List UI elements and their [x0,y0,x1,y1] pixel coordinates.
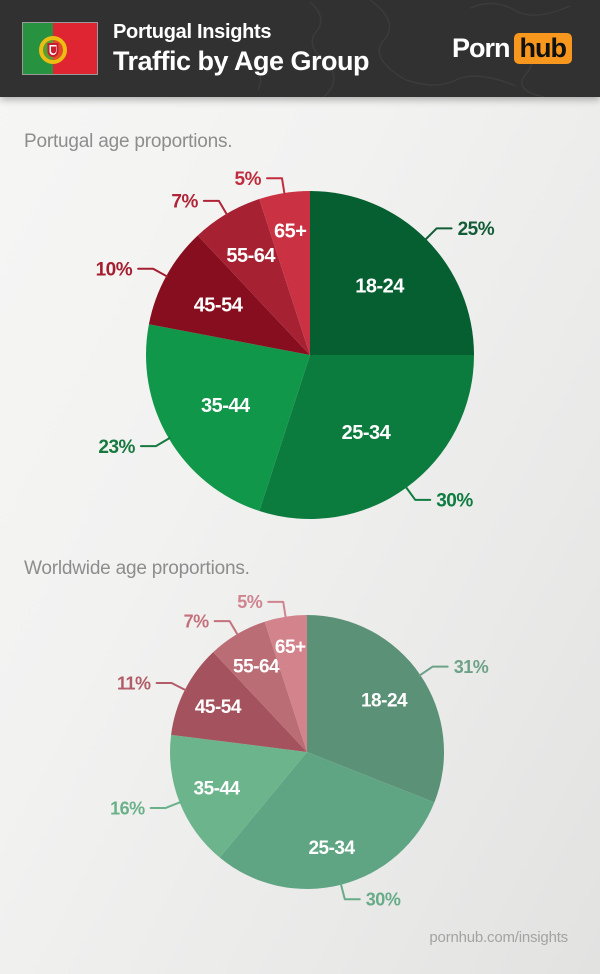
pie-leader-line-18-24 [418,665,449,677]
portugal-flag-icon [22,22,98,75]
pie-leader-line-65+ [265,177,286,196]
pie-value-label-18-24: 31% [454,657,489,677]
pie-value-label-45-54: 10% [96,259,133,280]
pie-leader-line-55-64 [202,199,229,216]
pie-value-label-35-44: 23% [98,437,135,458]
pie-slice-65+ [259,191,310,355]
header-title: Traffic by Age Group [113,46,370,76]
pie-inner-label-25-34: 25-34 [342,422,392,444]
pie-slice-65+ [264,615,307,752]
pie-leader-line-35-44 [139,436,171,448]
pie-inner-label-18-24: 18-24 [361,690,408,711]
pie-slice-25-34 [219,752,435,889]
pie-inner-label-35-44: 35-44 [201,395,251,417]
pie-value-label-55-64: 7% [184,611,210,631]
pie-inner-label-45-54: 45-54 [194,294,244,316]
pie-inner-label-55-64: 55-64 [233,657,280,678]
section-title-worldwide: Worldwide age proportions. [24,558,250,579]
header-titles: Portugal Insights Traffic by Age Group [113,19,370,77]
pie-value-label-65+: 5% [235,169,262,190]
header: Portugal Insights Traffic by Age Group P… [0,0,600,97]
pie-slice-45-54 [171,652,307,752]
pie-leader-line-35-44 [149,801,182,809]
flag-armillary-sphere [39,35,68,64]
pie-leader-line-45-54 [155,681,187,692]
pie-slice-55-64 [197,199,310,355]
pie-value-label-25-34: 30% [436,490,473,511]
pie-value-label-55-64: 7% [171,192,198,213]
logo-porn-text: Porn [452,33,511,63]
pie-slice-18-24 [307,615,444,803]
pie-leader-line-25-34 [339,882,361,901]
pie-leader-line-18-24 [424,227,453,241]
pie-slice-45-54 [148,235,310,355]
pie-inner-label-55-64: 55-64 [226,245,276,267]
pie-leader-line-55-64 [213,620,239,636]
pie-inner-label-65+: 65+ [275,637,306,658]
pie-inner-label-18-24: 18-24 [355,275,405,297]
pie-value-label-45-54: 11% [117,673,151,693]
pie-slice-18-24 [310,191,474,355]
pie-inner-label-25-34: 25-34 [308,838,355,859]
pie-value-label-35-44: 16% [110,798,145,818]
logo-hub-badge: hub [513,33,572,64]
header-subtitle: Portugal Insights [113,21,272,43]
pie-slice-55-64 [213,621,307,752]
pie-inner-label-35-44: 35-44 [194,778,241,799]
pie-slice-25-34 [259,355,474,519]
pie-value-label-25-34: 30% [366,890,401,910]
pie-leader-line-45-54 [137,267,169,278]
pornhub-logo: Porn hub [452,33,572,64]
flag-shield-inner [50,46,56,54]
pie-value-label-18-24: 25% [458,219,495,240]
section-title-portugal: Portugal age proportions. [24,131,233,152]
pie-inner-label-65+: 65+ [274,220,306,242]
pie-inner-label-45-54: 45-54 [195,697,242,718]
pie-slice-35-44 [169,734,307,858]
footer-url: pornhub.com/insights [429,929,568,946]
pie-value-label-65+: 5% [237,592,263,612]
pie-leader-line-65+ [267,600,287,619]
flag-shield [47,42,59,57]
pie-slice-35-44 [145,324,310,511]
pie-leader-line-25-34 [404,485,432,501]
